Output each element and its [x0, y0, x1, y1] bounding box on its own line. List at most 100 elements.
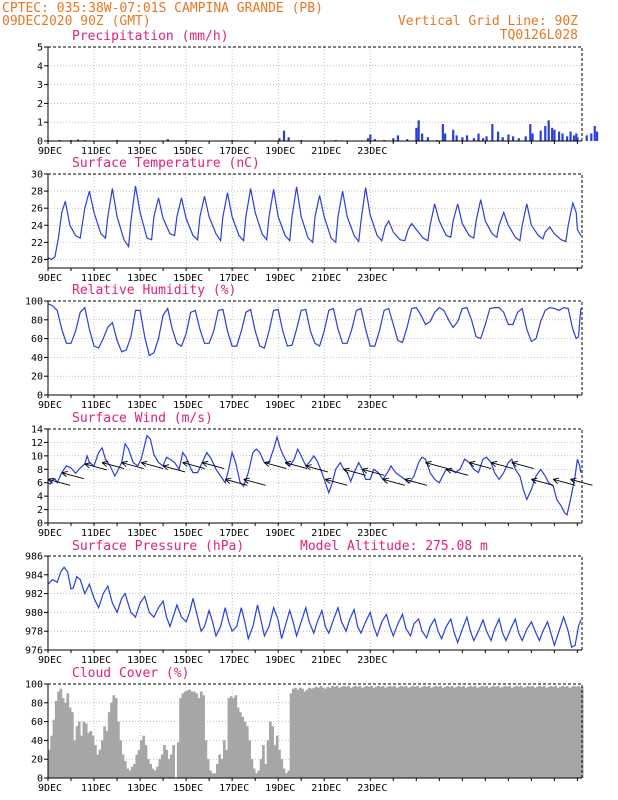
cloud-bar [112, 695, 116, 778]
cloud-bar [443, 686, 447, 778]
y-tick-label: 100 [25, 680, 43, 691]
cloud-bar [301, 688, 304, 778]
x-tick-label: 23DEC [357, 146, 387, 157]
wind-arrow [141, 462, 164, 470]
x-tick-label: 17DEC [219, 400, 249, 411]
panel-5: Cloud Cover (%) 0 20 40 60 80 100 9DEC 11DEC 13DE… [25, 666, 584, 794]
cloud-bar [294, 687, 297, 778]
wind-arrow [84, 463, 107, 471]
cloud-bar [515, 685, 518, 778]
cloud-bar [425, 686, 429, 778]
x-tick-label: 21DEC [311, 273, 341, 284]
x-tick-label: 11DEC [81, 783, 111, 794]
x-tick-label: 19DEC [265, 528, 295, 539]
x-tick-label: 23DEC [357, 783, 387, 794]
cloud-bar [183, 691, 187, 778]
panel-1: Surface Temperature (nC) 20 22 24 26 28 30 9DEC… [31, 156, 583, 284]
precip-bar [496, 131, 500, 141]
cloud-bar [377, 685, 380, 778]
cloud-bar [144, 745, 148, 778]
cloud-bar [367, 686, 371, 778]
precip-bar [444, 133, 447, 141]
x-tick-label: 17DEC [219, 146, 249, 157]
x-tick-label: 9DEC [38, 783, 62, 794]
cloud-bar [197, 698, 201, 778]
cloud-bar [554, 685, 558, 778]
precip-bar [524, 136, 527, 141]
cloud-bar [142, 735, 146, 778]
cloud-bar [506, 686, 509, 778]
cloud-bar [448, 686, 452, 778]
precip-bar [392, 138, 395, 141]
cloud-bar [561, 685, 564, 778]
wind-arrow-head [162, 464, 170, 471]
wind-arrow-head [361, 467, 369, 474]
cloud-bar [285, 773, 288, 778]
cloud-bar [308, 687, 311, 778]
y-tick-label: 978 [25, 627, 43, 638]
cloud-bar [455, 686, 459, 778]
cloud-bar [338, 687, 341, 778]
wind-arrow-head [570, 477, 577, 484]
wind-arrow [469, 462, 492, 470]
precip-bar [590, 133, 593, 141]
cloud-bar [413, 686, 417, 778]
cloud-bar [568, 687, 571, 778]
cloud-bar [206, 759, 210, 778]
cloud-bar [222, 740, 226, 778]
cloud-bar [103, 726, 106, 778]
y-tick-label: 60 [31, 717, 43, 728]
cloud-bar [558, 686, 562, 778]
cloud-bar [259, 759, 263, 778]
wind-arrow-head [552, 477, 560, 484]
y-tick-label: 80 [31, 698, 43, 709]
wind-arrow-head [224, 477, 232, 484]
wind-arrow-head [84, 462, 91, 469]
cloud-bar [98, 749, 102, 778]
x-tick-label: 21DEC [311, 655, 341, 666]
wind-arrow [382, 478, 406, 486]
wind-arrow [490, 462, 514, 470]
x-tick-label: 19DEC [265, 146, 295, 157]
x-tick-label: 21DEC [311, 146, 341, 157]
cloud-bar [287, 770, 291, 778]
cloud-bar [289, 693, 293, 778]
cloud-bar [565, 685, 569, 778]
panel-title: Surface Wind (m/s) [72, 411, 213, 426]
cloud-bar [202, 695, 205, 778]
cloud-bar [347, 685, 350, 778]
x-tick-label: 13DEC [127, 400, 157, 411]
cloud-bar [319, 685, 323, 778]
cloud-bar [151, 768, 155, 778]
cloud-bar [50, 735, 54, 778]
cloud-bar [123, 761, 127, 778]
cloud-bar [153, 770, 157, 778]
x-tick-label: 19DEC [265, 783, 295, 794]
cloud-bar [450, 685, 454, 778]
precip-bar [417, 120, 420, 141]
precip-bar [491, 124, 494, 141]
x-tick-label: 15DEC [173, 528, 203, 539]
cloud-bar [404, 685, 408, 778]
precip-bar [465, 135, 469, 141]
precip-bar [529, 124, 532, 141]
cloud-bar [400, 685, 403, 778]
y-tick-label: 984 [25, 570, 43, 581]
cloud-bar [126, 768, 129, 778]
cloud-bar [529, 686, 532, 778]
cloud-bar [466, 686, 470, 778]
cloud-bar [137, 749, 141, 778]
y-tick-label: 3 [37, 80, 43, 91]
precip-bar [421, 133, 424, 141]
cloud-bar [248, 740, 251, 778]
wind-arrow-head [531, 477, 538, 484]
wind-arrow-head [343, 467, 350, 474]
cloud-bar [478, 686, 482, 778]
cloud-bar [271, 726, 274, 778]
cloud-bar [181, 693, 185, 778]
precip-bar [553, 129, 556, 141]
cloud-bar [372, 687, 376, 778]
cloud-bar [503, 685, 507, 778]
precip-bar [406, 139, 409, 141]
